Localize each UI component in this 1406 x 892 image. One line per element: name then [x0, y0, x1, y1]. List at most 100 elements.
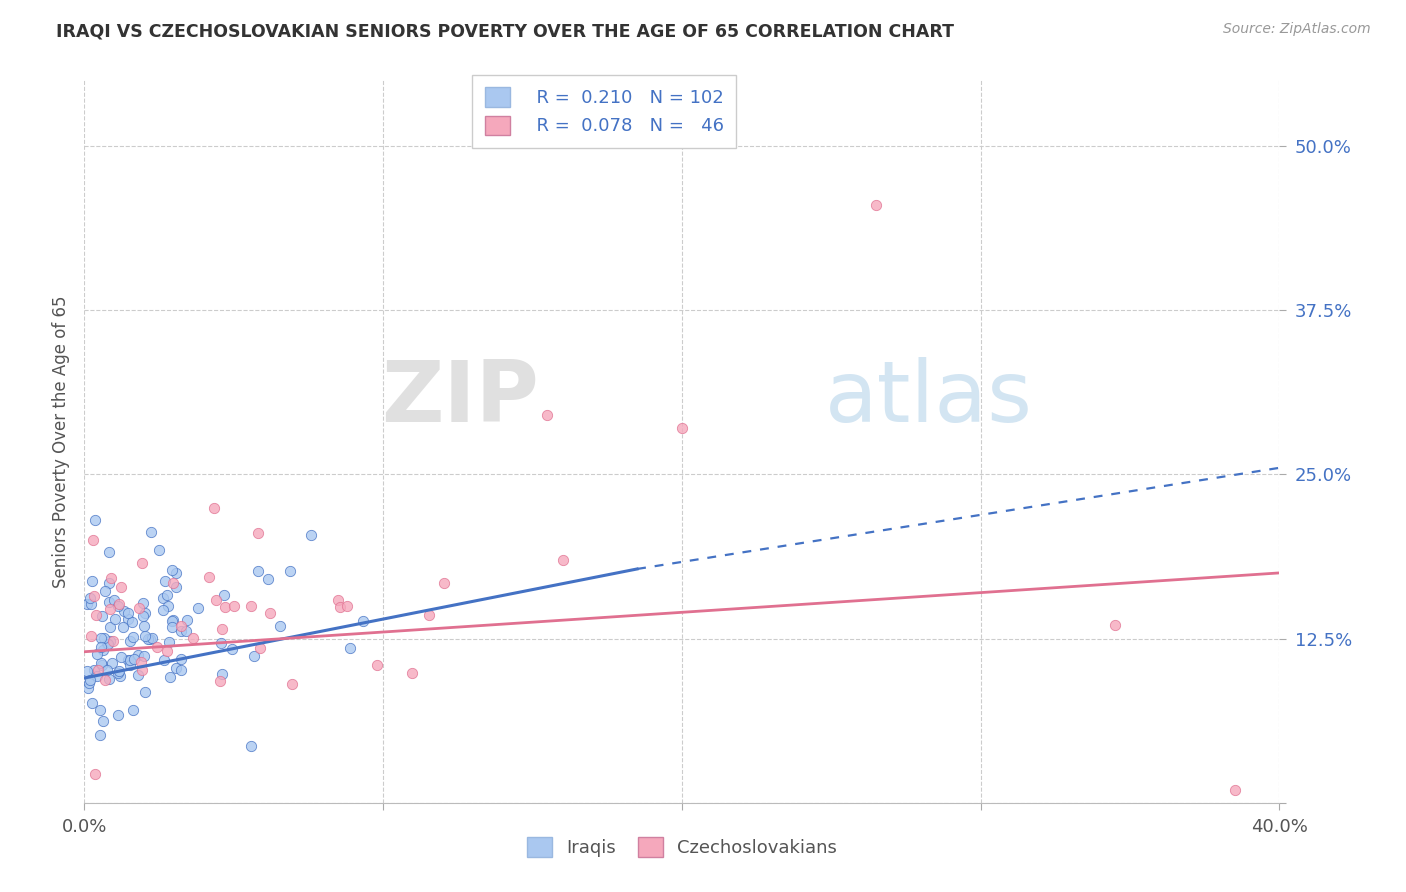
Point	[156, 588, 179, 602]
Point	[336, 599, 359, 614]
Point	[240, 599, 263, 613]
Point	[90, 640, 112, 654]
Point	[108, 664, 131, 678]
Y-axis label: Seniors Poverty Over the Age of 65: Seniors Poverty Over the Age of 65	[52, 295, 70, 588]
Point	[129, 656, 152, 670]
Point	[433, 576, 456, 591]
Point	[83, 663, 105, 677]
Point	[80, 597, 103, 611]
Point	[108, 669, 131, 683]
Point	[83, 512, 105, 526]
Text: atlas: atlas	[825, 357, 1033, 440]
Point	[82, 696, 104, 710]
Point	[100, 656, 122, 670]
Point	[249, 640, 271, 655]
Text: IRAQI VS CZECHOSLOVAKIAN SENIORS POVERTY OVER THE AGE OF 65 CORRELATION CHART: IRAQI VS CZECHOSLOVAKIAN SENIORS POVERTY…	[56, 22, 955, 40]
Point	[93, 631, 115, 645]
Point	[122, 703, 145, 717]
Point	[82, 533, 104, 548]
Point	[136, 632, 159, 646]
Point	[98, 576, 121, 591]
Point	[76, 664, 98, 678]
Point	[181, 632, 204, 646]
Point	[103, 593, 125, 607]
Point	[176, 613, 198, 627]
Point	[165, 566, 187, 580]
Point	[281, 677, 304, 691]
Point	[221, 642, 243, 657]
Point	[120, 658, 142, 673]
Point	[187, 600, 209, 615]
Point	[91, 642, 114, 657]
Point	[84, 608, 107, 623]
Point	[156, 599, 179, 613]
Point	[141, 631, 163, 645]
Point	[222, 599, 245, 614]
Point	[170, 619, 193, 633]
Point	[90, 631, 112, 645]
Point	[134, 685, 156, 699]
Point	[117, 612, 139, 626]
Point	[121, 630, 143, 644]
Point	[131, 556, 153, 570]
Point	[127, 648, 149, 662]
Point	[101, 634, 124, 648]
Point	[352, 614, 374, 628]
Point	[107, 665, 129, 680]
Point	[100, 571, 122, 585]
Point	[98, 545, 121, 559]
Point	[121, 615, 143, 629]
Point	[240, 739, 263, 753]
Point	[160, 620, 183, 634]
Point	[86, 647, 108, 661]
Point	[170, 663, 193, 677]
Point	[146, 640, 169, 655]
Point	[107, 599, 129, 613]
Point	[94, 584, 117, 599]
Point	[79, 673, 101, 688]
Point	[139, 525, 162, 540]
Point	[90, 608, 112, 623]
Point	[110, 649, 132, 664]
Point	[202, 500, 225, 515]
Point	[242, 648, 264, 663]
Point	[536, 409, 558, 423]
Point	[551, 553, 574, 567]
Point	[134, 619, 156, 633]
Point	[83, 767, 105, 781]
Point	[107, 708, 129, 723]
Point	[90, 657, 112, 672]
Point	[148, 543, 170, 558]
Point	[366, 658, 388, 673]
Point	[278, 564, 301, 578]
Point	[418, 608, 440, 623]
Point	[671, 421, 693, 435]
Point	[156, 644, 179, 658]
Point	[1223, 782, 1246, 797]
Point	[86, 669, 108, 683]
Point	[118, 633, 141, 648]
Point	[94, 673, 117, 687]
Point	[401, 665, 423, 680]
Point	[98, 602, 121, 616]
Point	[93, 714, 115, 728]
Point	[205, 593, 228, 607]
Point	[97, 637, 120, 651]
Point	[165, 580, 187, 594]
Point	[134, 606, 156, 620]
Point	[132, 596, 155, 610]
Point	[160, 563, 183, 577]
Point	[118, 652, 141, 666]
Point	[112, 604, 135, 618]
Point	[152, 653, 174, 667]
Point	[328, 593, 350, 607]
Point	[98, 620, 121, 634]
Point	[89, 703, 111, 717]
Point	[97, 672, 120, 686]
Point	[89, 728, 111, 742]
Point	[152, 602, 174, 616]
Point	[1104, 618, 1126, 632]
Point	[211, 667, 233, 681]
Point	[152, 591, 174, 605]
Point	[269, 619, 291, 633]
